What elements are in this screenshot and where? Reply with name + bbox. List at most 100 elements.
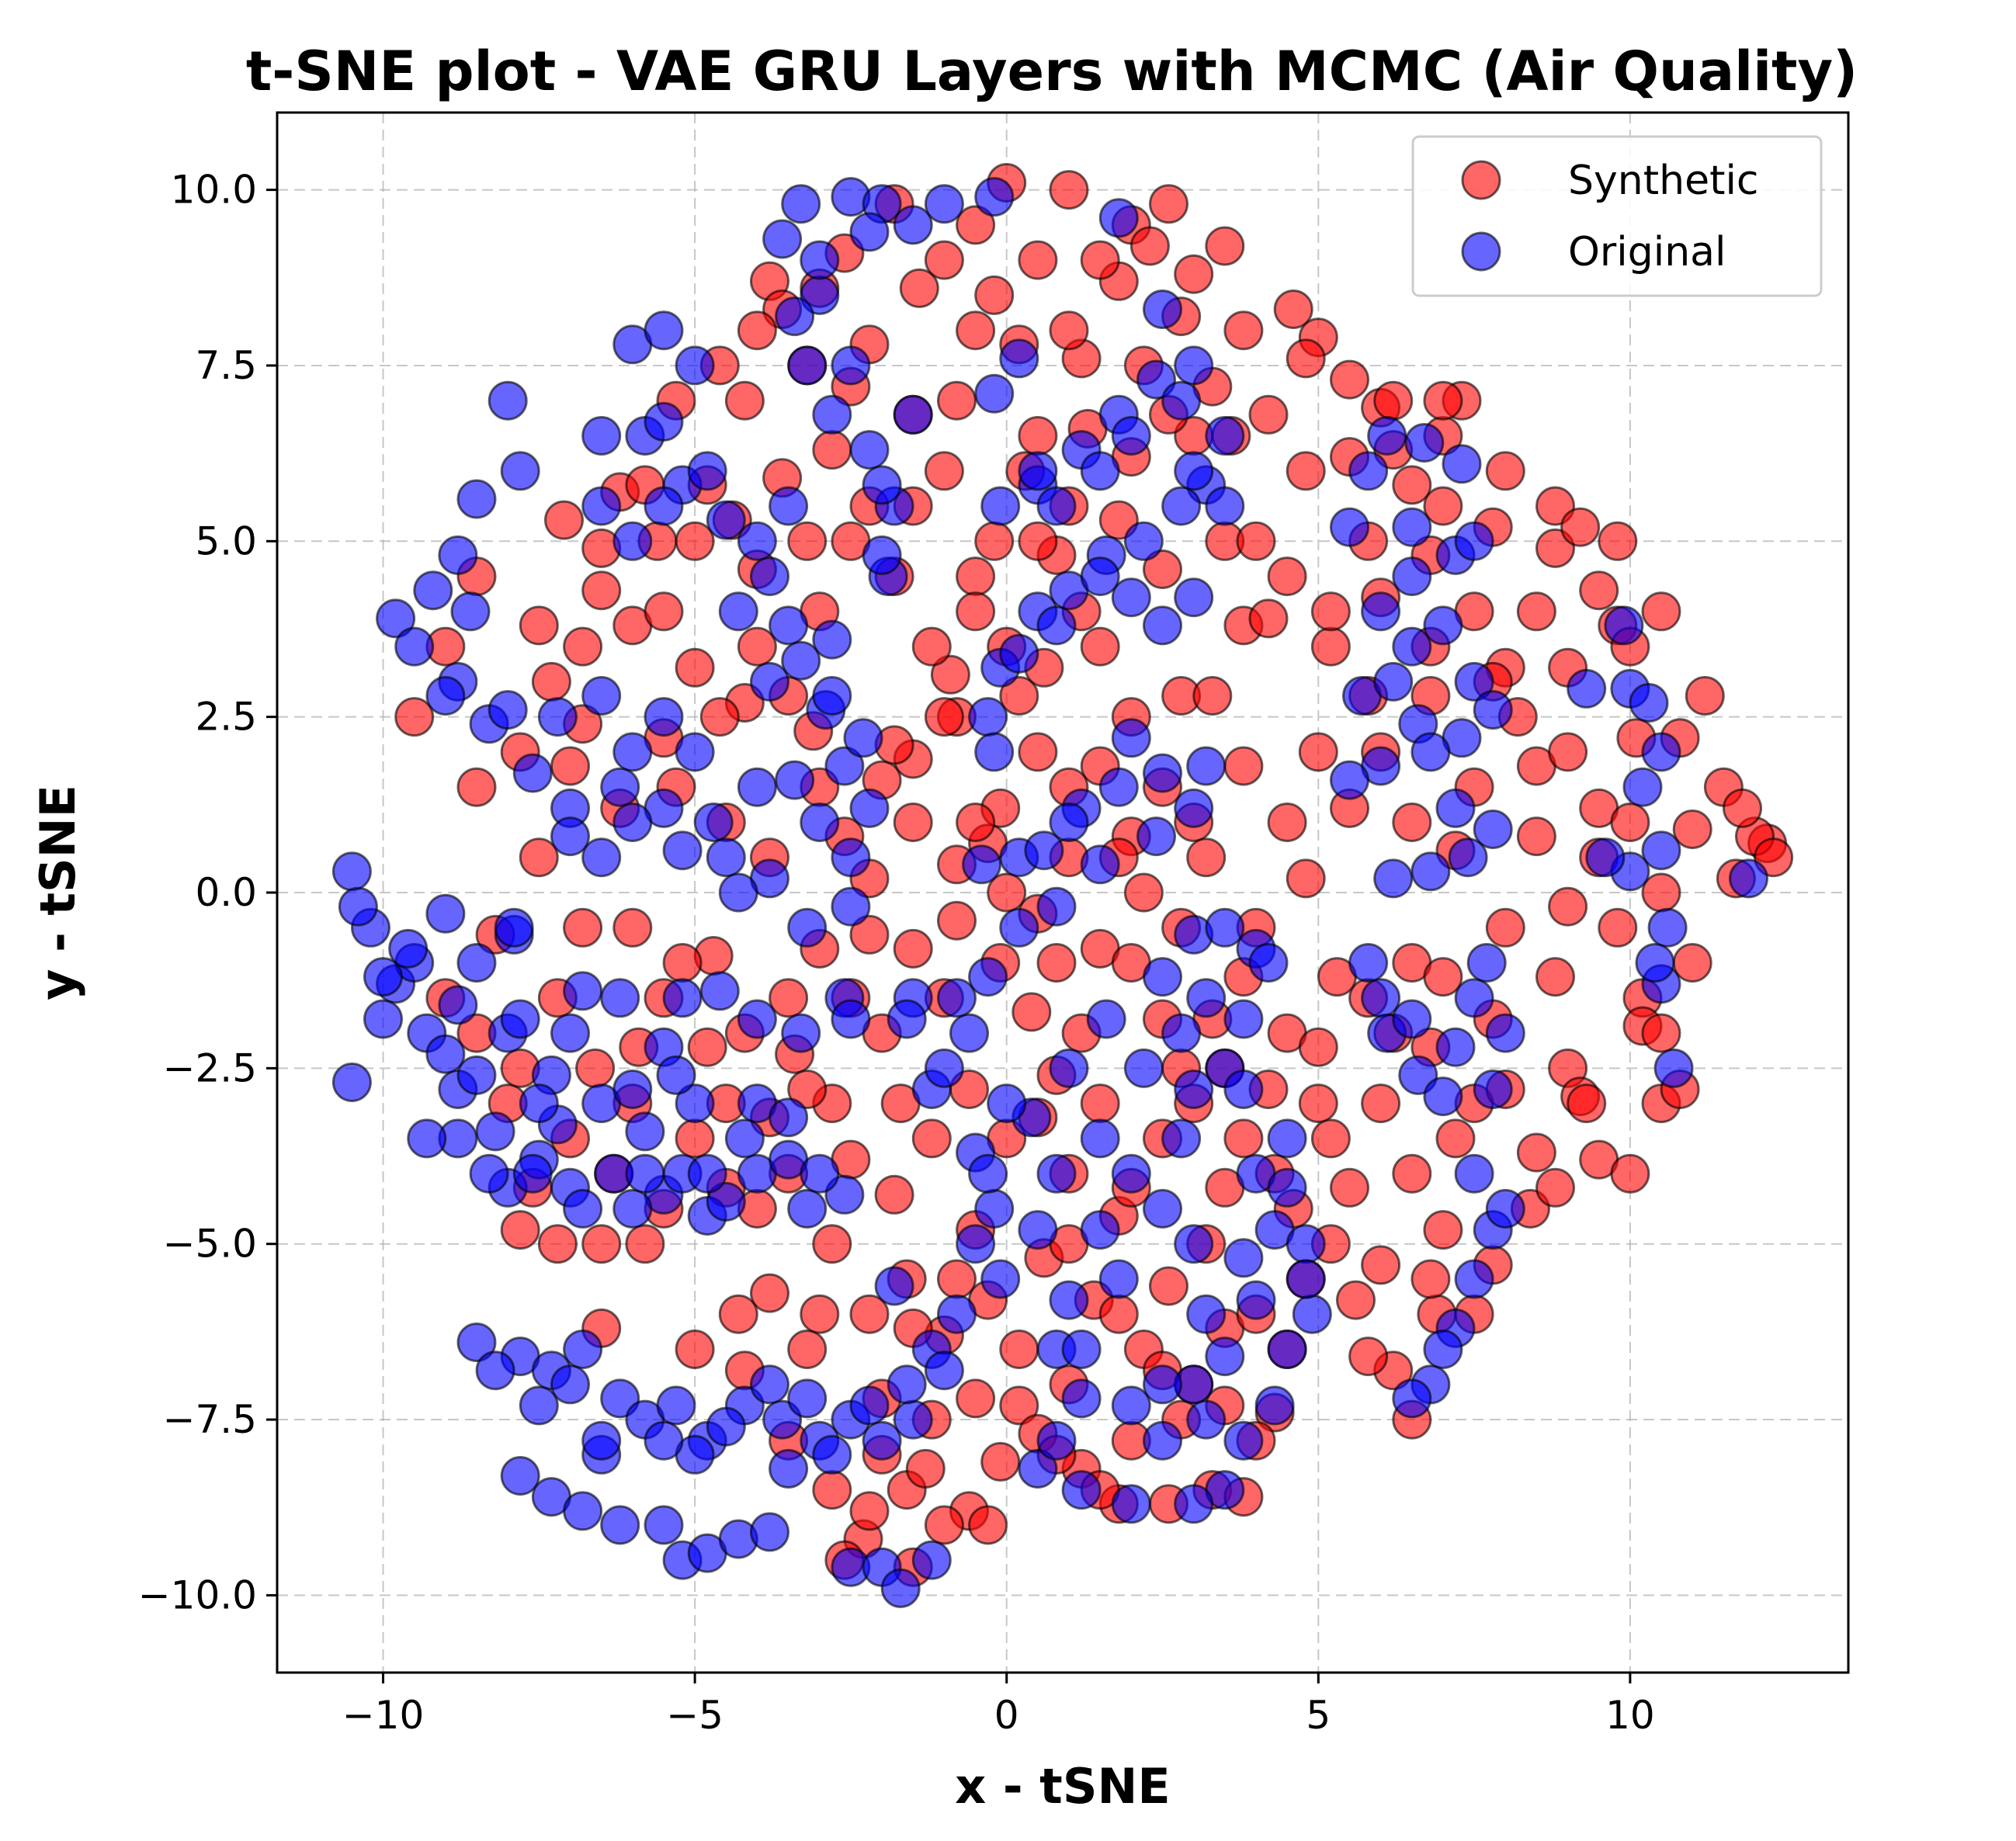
- point-original: [1205, 1337, 1245, 1377]
- point-original: [581, 416, 622, 456]
- point-synthetic: [1423, 957, 1463, 997]
- point-synthetic: [937, 1259, 977, 1299]
- point-original: [662, 830, 703, 871]
- point-original: [980, 1259, 1021, 1299]
- point-original: [893, 1399, 933, 1440]
- point-synthetic: [737, 310, 777, 351]
- point-original: [456, 479, 497, 519]
- point-original: [1098, 1259, 1139, 1299]
- point-original: [911, 1540, 952, 1580]
- point-original: [1236, 1280, 1276, 1320]
- point-original: [500, 999, 540, 1039]
- point-original: [1111, 577, 1151, 618]
- point-original: [494, 907, 534, 948]
- y-tick-label: 2.5: [195, 695, 257, 740]
- point-synthetic: [974, 275, 1015, 315]
- point-original: [769, 486, 809, 526]
- point-original: [644, 310, 684, 351]
- point-original: [849, 430, 890, 470]
- point-original: [781, 640, 821, 681]
- point-original: [1036, 886, 1077, 927]
- point-synthetic: [968, 1505, 1008, 1545]
- point-synthetic: [800, 1294, 840, 1334]
- point-original: [737, 767, 777, 807]
- point-original: [750, 661, 789, 702]
- point-synthetic: [1330, 1167, 1369, 1208]
- point-original: [824, 746, 865, 786]
- point-original: [1411, 851, 1451, 892]
- point-synthetic: [1298, 1027, 1338, 1067]
- point-original: [724, 1118, 765, 1159]
- point-synthetic: [1143, 550, 1182, 589]
- point-synthetic: [519, 605, 559, 646]
- point-original: [1161, 1118, 1202, 1159]
- point-synthetic: [1373, 380, 1414, 421]
- point-original: [1254, 1385, 1295, 1426]
- point-original: [1143, 957, 1182, 997]
- point-original: [862, 465, 902, 505]
- point-original: [376, 598, 416, 639]
- point-original: [1036, 1420, 1077, 1461]
- y-tick-label: −2.5: [163, 1045, 257, 1090]
- point-synthetic: [1361, 1083, 1401, 1124]
- point-original: [1622, 767, 1663, 807]
- point-synthetic: [924, 451, 964, 491]
- point-original: [1018, 1448, 1058, 1489]
- point-synthetic: [1485, 451, 1525, 491]
- point-synthetic: [930, 654, 970, 695]
- point-original: [1143, 1188, 1182, 1229]
- point-original: [750, 556, 789, 597]
- point-original: [887, 1364, 927, 1405]
- point-synthetic: [999, 676, 1039, 716]
- point-synthetic: [1286, 451, 1326, 491]
- point-synthetic: [581, 570, 622, 611]
- legend-label-original: Original: [1568, 229, 1726, 276]
- point-original: [974, 177, 1015, 217]
- point-original: [887, 999, 927, 1039]
- point-original: [1647, 907, 1688, 948]
- point-synthetic: [956, 205, 996, 245]
- point-original: [962, 844, 1002, 885]
- point-original: [1641, 830, 1681, 871]
- point-original: [787, 907, 828, 948]
- point-synthetic: [1560, 507, 1601, 547]
- point-original: [1361, 978, 1401, 1018]
- point-synthetic: [1298, 1083, 1338, 1124]
- point-original: [1454, 1259, 1494, 1299]
- point-synthetic: [1392, 1153, 1432, 1194]
- point-original: [924, 1048, 964, 1088]
- point-synthetic: [1310, 591, 1351, 632]
- point-original: [488, 380, 528, 421]
- point-original: [438, 535, 478, 575]
- point-original: [706, 500, 746, 540]
- point-original: [956, 1224, 996, 1264]
- point-original: [331, 1063, 372, 1102]
- point-original: [880, 1568, 921, 1608]
- point-original: [1267, 1167, 1307, 1208]
- point-original: [537, 697, 578, 737]
- point-synthetic: [544, 500, 584, 540]
- point-original: [1348, 451, 1389, 491]
- point-synthetic: [500, 1210, 540, 1250]
- point-synthetic: [1598, 907, 1638, 948]
- point-original: [1454, 1153, 1494, 1194]
- point-synthetic: [394, 697, 435, 737]
- point-original: [1286, 1224, 1326, 1264]
- point-synthetic: [1548, 886, 1588, 927]
- point-original: [1392, 999, 1432, 1039]
- point-synthetic: [1548, 732, 1588, 772]
- point-original: [581, 676, 622, 716]
- point-original: [581, 837, 622, 878]
- point-synthetic: [924, 1505, 964, 1545]
- point-original: [1392, 1378, 1432, 1419]
- point-original: [563, 1491, 603, 1531]
- point-synthetic: [1535, 957, 1575, 997]
- point-synthetic: [937, 380, 977, 421]
- point-synthetic: [456, 767, 497, 807]
- point-original: [1473, 810, 1513, 849]
- point-original: [812, 619, 852, 660]
- point-original: [1186, 746, 1227, 786]
- point-original: [831, 886, 871, 927]
- point-synthetic: [956, 310, 996, 351]
- point-original: [612, 1070, 653, 1109]
